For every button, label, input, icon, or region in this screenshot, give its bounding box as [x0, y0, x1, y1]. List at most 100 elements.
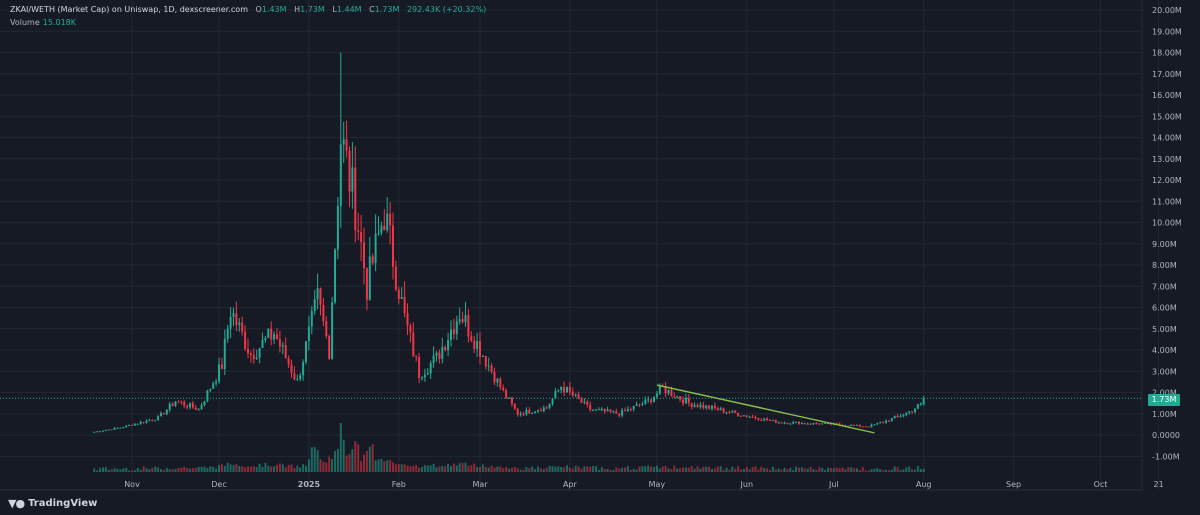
volume-bar: [220, 464, 223, 472]
candle-body: [673, 396, 676, 398]
candle-body: [505, 390, 508, 399]
open-value: 1.43M: [261, 5, 287, 14]
volume-bar: [252, 466, 255, 472]
candle-body: [284, 345, 287, 359]
x-axis[interactable]: Nov Dec 2025 Feb Mar Apr May Jun Jul Aug Sep Oct 21: [124, 480, 1164, 489]
volume-bar: [499, 466, 502, 472]
candle-body: [792, 422, 795, 424]
candle-body: [102, 430, 104, 432]
candle-body: [641, 403, 644, 405]
y-tick-label: 4.00M: [1152, 346, 1177, 355]
candle-body: [235, 313, 238, 325]
symbol-title[interactable]: ZKAI/WETH (Market Cap) on Uniswap, 1D, d…: [10, 5, 248, 14]
volume-bar: [528, 467, 531, 472]
volume-bar: [867, 470, 870, 472]
candle-body: [481, 355, 484, 357]
trendline-segment: [656, 384, 875, 434]
trendline[interactable]: [656, 384, 875, 434]
volume-bar: [574, 465, 577, 472]
candle-body: [513, 403, 516, 409]
candle-body: [780, 422, 783, 424]
candle-body: [441, 346, 444, 360]
volume-bar: [870, 469, 873, 472]
volume-bar: [435, 467, 438, 472]
volume-bar: [760, 466, 763, 472]
y-tick-label: 7.00M: [1152, 282, 1177, 291]
candle-body: [922, 398, 925, 405]
volume-bar: [426, 465, 429, 472]
x-tick-label: Dec: [211, 480, 226, 489]
candle-body: [676, 396, 679, 398]
volume-bar: [203, 466, 206, 472]
candle-body: [215, 381, 218, 384]
candle-body: [510, 397, 513, 404]
candle-body: [383, 225, 386, 231]
volume-bar: [392, 462, 394, 472]
volume-bar: [525, 467, 528, 472]
candle-body: [264, 337, 267, 340]
volume-bar: [273, 466, 276, 472]
volume-bar: [267, 465, 270, 472]
volume-bar: [513, 466, 516, 472]
tradingview-brand[interactable]: ▼● TradingView: [8, 497, 97, 510]
volume-bar: [383, 461, 386, 472]
candle-body: [606, 409, 609, 412]
candle-body: [815, 422, 818, 424]
x-tick-label: Jun: [740, 480, 754, 489]
candle-body: [850, 424, 853, 426]
volume-bar: [157, 467, 160, 472]
candle-body: [342, 139, 345, 145]
volume-bar: [186, 467, 189, 472]
candle-body: [93, 431, 96, 433]
candle-body: [742, 415, 745, 417]
volume-bar: [882, 470, 885, 472]
volume-bar: [191, 468, 194, 472]
volume-bar: [516, 468, 519, 472]
volume-bar: [406, 465, 409, 472]
candle-body: [713, 405, 716, 409]
candle-body: [551, 398, 554, 404]
candle-body: [409, 325, 412, 333]
y-tick-label: 17.00M: [1152, 70, 1182, 79]
candle-body: [452, 329, 455, 335]
volume-bar: [812, 469, 815, 472]
volume-bar: [229, 464, 232, 472]
open-label: O: [255, 5, 262, 14]
candle-body: [740, 415, 742, 417]
candle-body: [821, 423, 824, 425]
volume-bar: [168, 469, 171, 472]
volume-bar: [432, 463, 435, 472]
candle-body: [397, 289, 400, 299]
candle-body: [421, 377, 423, 379]
candle-body: [519, 413, 522, 415]
x-tick-label: Aug: [916, 480, 932, 489]
volume-bar: [879, 469, 882, 472]
volume-label[interactable]: Volume: [10, 18, 40, 27]
candle-body: [447, 339, 450, 351]
candle-body: [261, 339, 264, 348]
candle-body: [183, 401, 186, 406]
candle-body: [258, 347, 261, 358]
volume-bar: [226, 462, 229, 472]
volume-bar: [705, 466, 708, 472]
candle-body: [458, 319, 461, 322]
candle-body: [316, 288, 319, 300]
y-tick-label: 19.00M: [1152, 27, 1182, 36]
candle-body: [783, 422, 786, 424]
candle-body: [838, 423, 841, 425]
volume-bar: [916, 466, 919, 472]
candle-body: [157, 416, 160, 421]
candle-body: [806, 423, 809, 425]
volume-bar: [162, 469, 165, 472]
volume-bar: [206, 467, 209, 472]
candle-body: [554, 391, 557, 399]
y-axis[interactable]: 20.00M 19.00M 18.00M 17.00M 16.00M 15.00M 14.0…: [1152, 6, 1182, 461]
candle-body: [757, 418, 760, 420]
volume-bar: [876, 468, 879, 472]
volume-bar: [534, 469, 537, 472]
candle-body: [278, 339, 281, 347]
volume-bar: [255, 467, 258, 472]
candle-body: [119, 427, 122, 429]
